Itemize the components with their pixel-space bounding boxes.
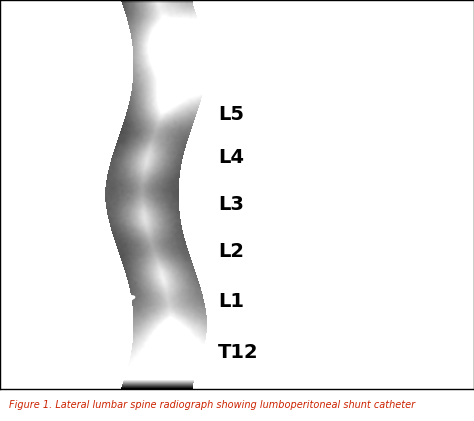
Text: L3: L3	[218, 195, 244, 214]
Text: L1: L1	[218, 292, 244, 311]
Text: Figure 1. Lateral lumbar spine radiograph showing lumboperitoneal shunt catheter: Figure 1. Lateral lumbar spine radiograp…	[9, 400, 416, 410]
Text: T12: T12	[218, 343, 259, 362]
Text: L4: L4	[218, 148, 244, 167]
Text: L5: L5	[218, 105, 244, 124]
Text: L2: L2	[218, 242, 244, 261]
